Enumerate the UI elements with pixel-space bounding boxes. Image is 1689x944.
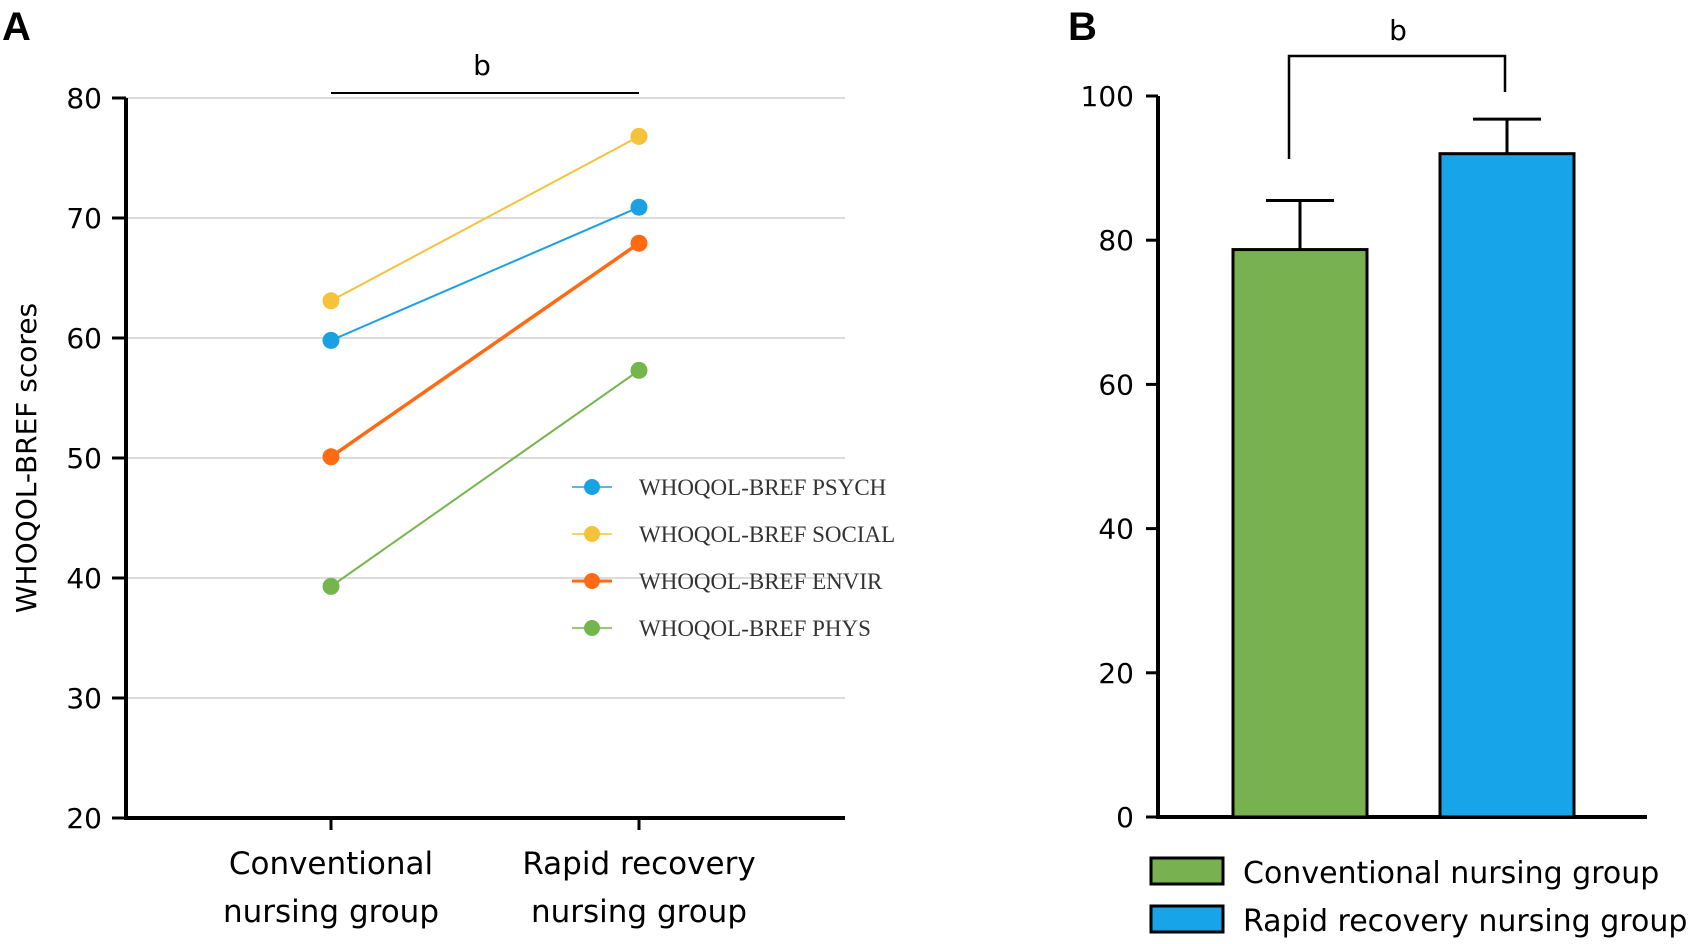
a-legend-marker [584,573,600,589]
b-legend: Conventional nursing group Rapid recovery… [1149,856,1687,939]
b-bars [1231,117,1576,819]
b-legend-label: Rapid recovery nursing group [1243,904,1687,939]
a-legend-label: WHOQOL-BREF ENVIR [639,569,883,594]
b-y-tick-label: 80 [1098,224,1134,257]
a-y-tick-label: 30 [66,682,102,715]
a-data-point [630,361,648,379]
b-legend-swatch [1149,856,1225,886]
b-y-tick-label: 60 [1098,368,1134,401]
a-y-axis-title: WHOQOL-BREF scores [10,303,43,613]
a-series-line [330,135,640,302]
a-gridlines [126,97,845,699]
a-data-point [322,292,340,310]
a-y-tick-label: 70 [66,202,102,235]
a-y-tick-label: 80 [66,82,102,115]
b-significance-bracket [1287,54,1507,159]
a-data-point [630,127,648,145]
a-series-line [330,369,640,588]
panel-a-line-chart: 20 30 40 50 60 70 80 Conventional nursing group… [10,49,895,930]
b-bar [1438,152,1576,819]
panel-b-bar-chart: 0 20 40 60 80 100 b Conventional nursing grou… [1081,14,1688,939]
a-series-line [330,206,640,342]
a-data-point [322,577,340,595]
a-data-point [630,198,648,216]
b-y-tick-label: 0 [1116,801,1134,834]
a-x-category-label: Conventional [229,846,433,882]
b-significance-mark: b [1389,14,1407,47]
b-legend-label: Conventional nursing group [1243,856,1659,891]
a-x-category-label: Rapid recovery [522,846,755,882]
a-x-category-label: nursing group [531,894,747,930]
a-x-category-label: nursing group [223,894,439,930]
a-series-group [322,127,648,595]
b-bar [1231,248,1369,819]
a-y-tick-label: 50 [66,442,102,475]
b-y-ticks: 0 20 40 60 80 100 [1081,80,1158,834]
b-y-tick-label: 20 [1098,657,1134,690]
a-y-tick-label: 60 [66,322,102,355]
a-legend-label: WHOQOL-BREF SOCIAL [639,522,895,547]
a-legend-marker [584,620,600,636]
a-y-tick-label: 20 [66,802,102,835]
a-series-line [330,241,640,459]
a-legend-marker [584,526,600,542]
a-legend: WHOQOL-BREF PSYCH WHOQOL-BREF SOCIAL WHOQO… [572,475,895,641]
a-y-ticks: 20 30 40 50 60 70 80 [66,82,126,835]
panel-a-label: A [2,5,31,49]
a-legend-marker [584,479,600,495]
a-legend-label: WHOQOL-BREF PSYCH [639,475,886,500]
a-data-point [630,234,648,252]
a-significance-mark: b [473,49,491,82]
a-y-tick-label: 40 [66,562,102,595]
a-data-point [322,448,340,466]
a-legend-label: WHOQOL-BREF PHYS [639,616,871,641]
panel-b-label: B [1068,5,1097,49]
a-data-point [322,331,340,349]
b-y-tick-label: 40 [1098,513,1134,546]
a-x-ticks: Conventional nursing group Rapid recovery n… [223,818,756,930]
b-legend-swatch [1149,904,1225,934]
b-y-tick-label: 100 [1081,80,1134,113]
